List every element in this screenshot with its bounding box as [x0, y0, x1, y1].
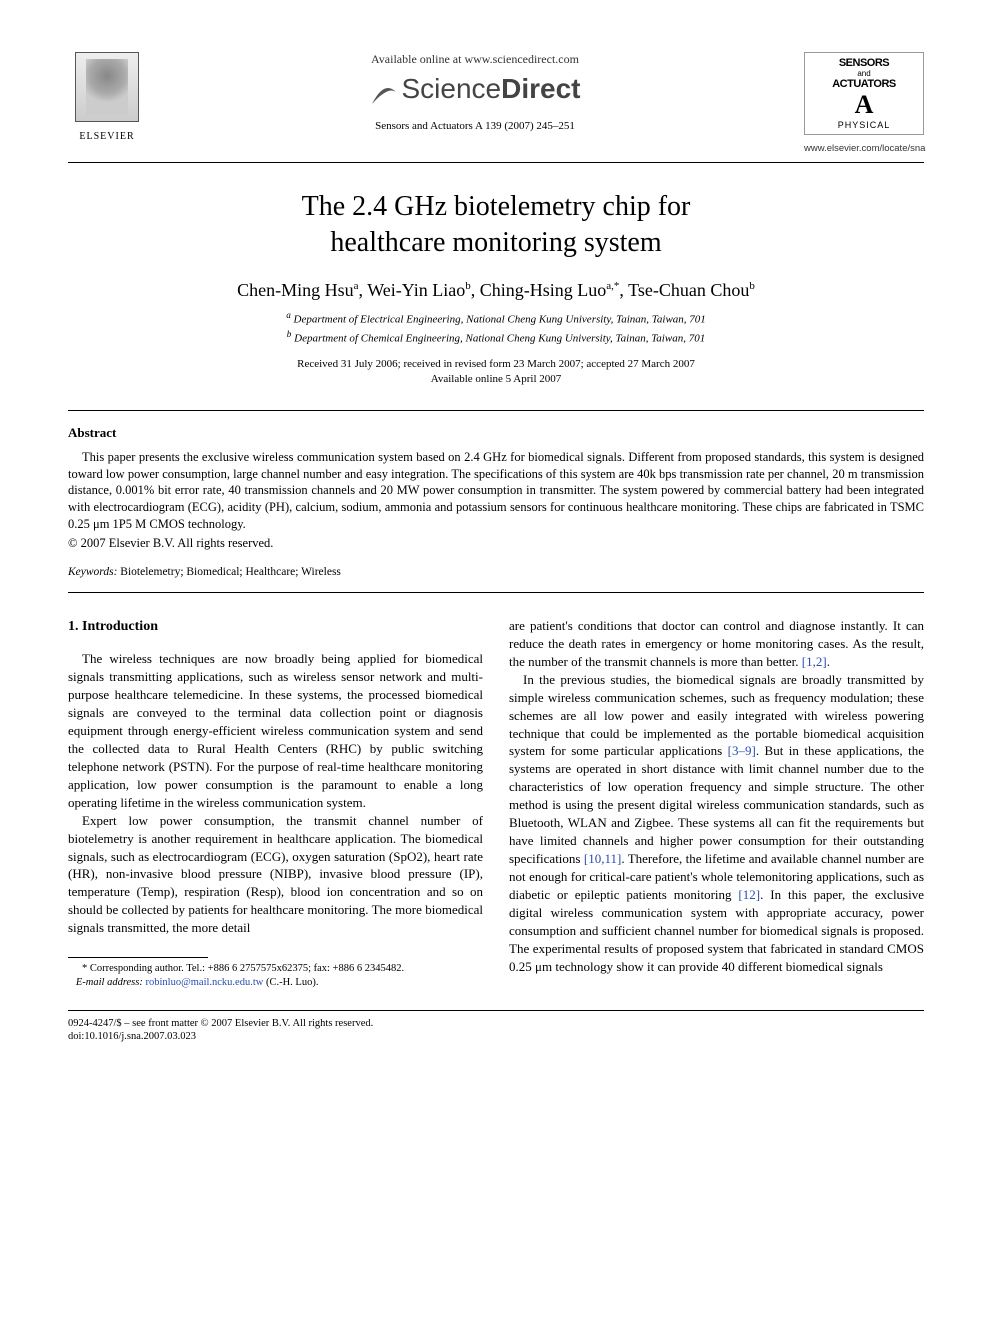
affiliations: a Department of Electrical Engineering, …: [68, 309, 924, 347]
horizontal-rule: [68, 592, 924, 593]
body-paragraph: The wireless techniques are now broadly …: [68, 650, 483, 811]
journal-label-sensors: SENSORS: [807, 57, 921, 69]
citation-link[interactable]: [12]: [738, 887, 760, 902]
journal-reference: Sensors and Actuators A 139 (2007) 245–2…: [146, 120, 804, 132]
body-paragraph: are patient's conditions that doctor can…: [509, 617, 924, 671]
copyright-line: © 2007 Elsevier B.V. All rights reserved…: [68, 535, 924, 552]
horizontal-rule: [68, 410, 924, 411]
author: Tse-Chuan Choub: [628, 280, 755, 300]
citation-link[interactable]: [10,11]: [584, 851, 621, 866]
journal-label-actuators: ACTUATORS: [807, 78, 921, 90]
author-list: Chen-Ming Hsua, Wei-Yin Liaob, Ching-Hsi…: [68, 280, 924, 301]
author: Chen-Ming Hsua: [237, 280, 358, 300]
sciencedirect-logo: ScienceDirect: [146, 73, 804, 108]
publisher-logo: ELSEVIER: [68, 52, 146, 142]
doi-text: doi:10.1016/j.sna.2007.03.023: [68, 1031, 196, 1042]
article-title: The 2.4 GHz biotelemetry chip for health…: [68, 189, 924, 262]
citation-link[interactable]: [3–9]: [728, 743, 756, 758]
journal-label-and: and: [807, 69, 921, 78]
elsevier-tree-icon: [75, 52, 139, 122]
horizontal-rule: [68, 1010, 924, 1011]
journal-url: www.elsevier.com/locate/sna: [804, 143, 924, 154]
available-online-text: Available online at www.sciencedirect.co…: [146, 52, 804, 67]
journal-label-physical: PHYSICAL: [807, 120, 921, 130]
author: Wei-Yin Liaob: [367, 280, 471, 300]
section-heading: 1. Introduction: [68, 617, 483, 636]
page-header: ELSEVIER Available online at www.science…: [68, 52, 924, 154]
sd-swoosh-icon: [370, 80, 398, 108]
publisher-label: ELSEVIER: [68, 131, 146, 142]
right-column: are patient's conditions that doctor can…: [509, 617, 924, 990]
journal-cover-box: SENSORS and ACTUATORS A PHYSICAL www.els…: [804, 52, 924, 154]
horizontal-rule: [68, 162, 924, 163]
body-columns: 1. Introduction The wireless techniques …: [68, 617, 924, 990]
citation-link[interactable]: [1,2]: [802, 654, 827, 669]
email-link[interactable]: robinluo@mail.ncku.edu.tw: [145, 977, 263, 988]
abstract-body: This paper presents the exclusive wirele…: [68, 449, 924, 552]
abstract-heading: Abstract: [68, 425, 924, 441]
body-paragraph: Expert low power consumption, the transm…: [68, 812, 483, 938]
header-center: Available online at www.sciencedirect.co…: [146, 52, 804, 132]
left-column: 1. Introduction The wireless techniques …: [68, 617, 483, 990]
journal-logo: SENSORS and ACTUATORS A PHYSICAL: [804, 52, 924, 135]
journal-letter-a: A: [807, 92, 921, 118]
body-paragraph: In the previous studies, the biomedical …: [509, 671, 924, 976]
footnote-rule: [68, 957, 208, 958]
article-dates: Received 31 July 2006; received in revis…: [68, 357, 924, 388]
corresponding-author-footnote: * Corresponding author. Tel.: +886 6 275…: [68, 962, 483, 989]
keywords: Keywords: Biotelemetry; Biomedical; Heal…: [68, 566, 924, 578]
author: Ching-Hsing Luoa,*: [480, 280, 620, 300]
page-footer: 0924-4247/$ – see front matter © 2007 El…: [68, 1017, 924, 1044]
sd-wordmark: ScienceDirect: [402, 73, 581, 104]
